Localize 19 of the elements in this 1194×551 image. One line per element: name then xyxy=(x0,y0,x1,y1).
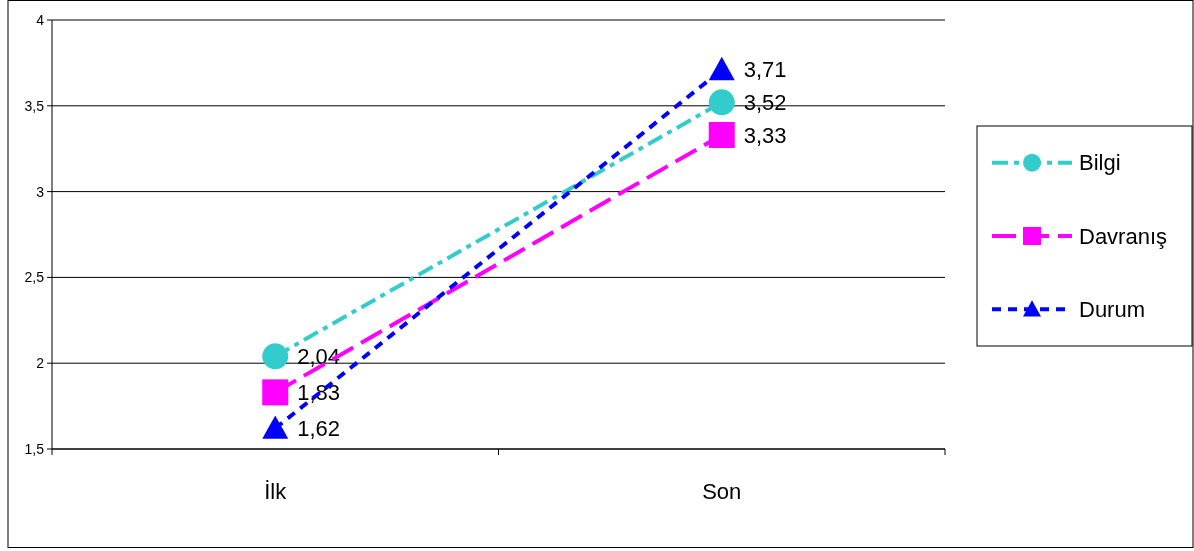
data-label: 3,71 xyxy=(743,57,787,83)
point xyxy=(262,343,289,370)
y-tick-label: 2 xyxy=(36,355,45,372)
legend-label: Davranış xyxy=(1079,223,1168,249)
point xyxy=(262,379,289,406)
x-tick-label: İlk xyxy=(264,479,288,504)
data-label: 1,62 xyxy=(297,416,341,442)
x-tick-label: Son xyxy=(702,479,742,504)
data-label: 1,83 xyxy=(297,380,341,406)
y-tick-label: 3,5 xyxy=(24,97,45,114)
y-tick-label: 3 xyxy=(36,183,45,200)
point xyxy=(708,121,735,148)
legend-label: Bilgi xyxy=(1079,150,1121,176)
legend-label: Durum xyxy=(1079,297,1146,323)
y-tick-label: 2,5 xyxy=(24,269,45,286)
y-tick-label: 4 xyxy=(36,11,45,28)
data-label: 3,33 xyxy=(743,122,787,148)
y-tick-label: 1,5 xyxy=(24,440,45,457)
point xyxy=(708,89,735,116)
